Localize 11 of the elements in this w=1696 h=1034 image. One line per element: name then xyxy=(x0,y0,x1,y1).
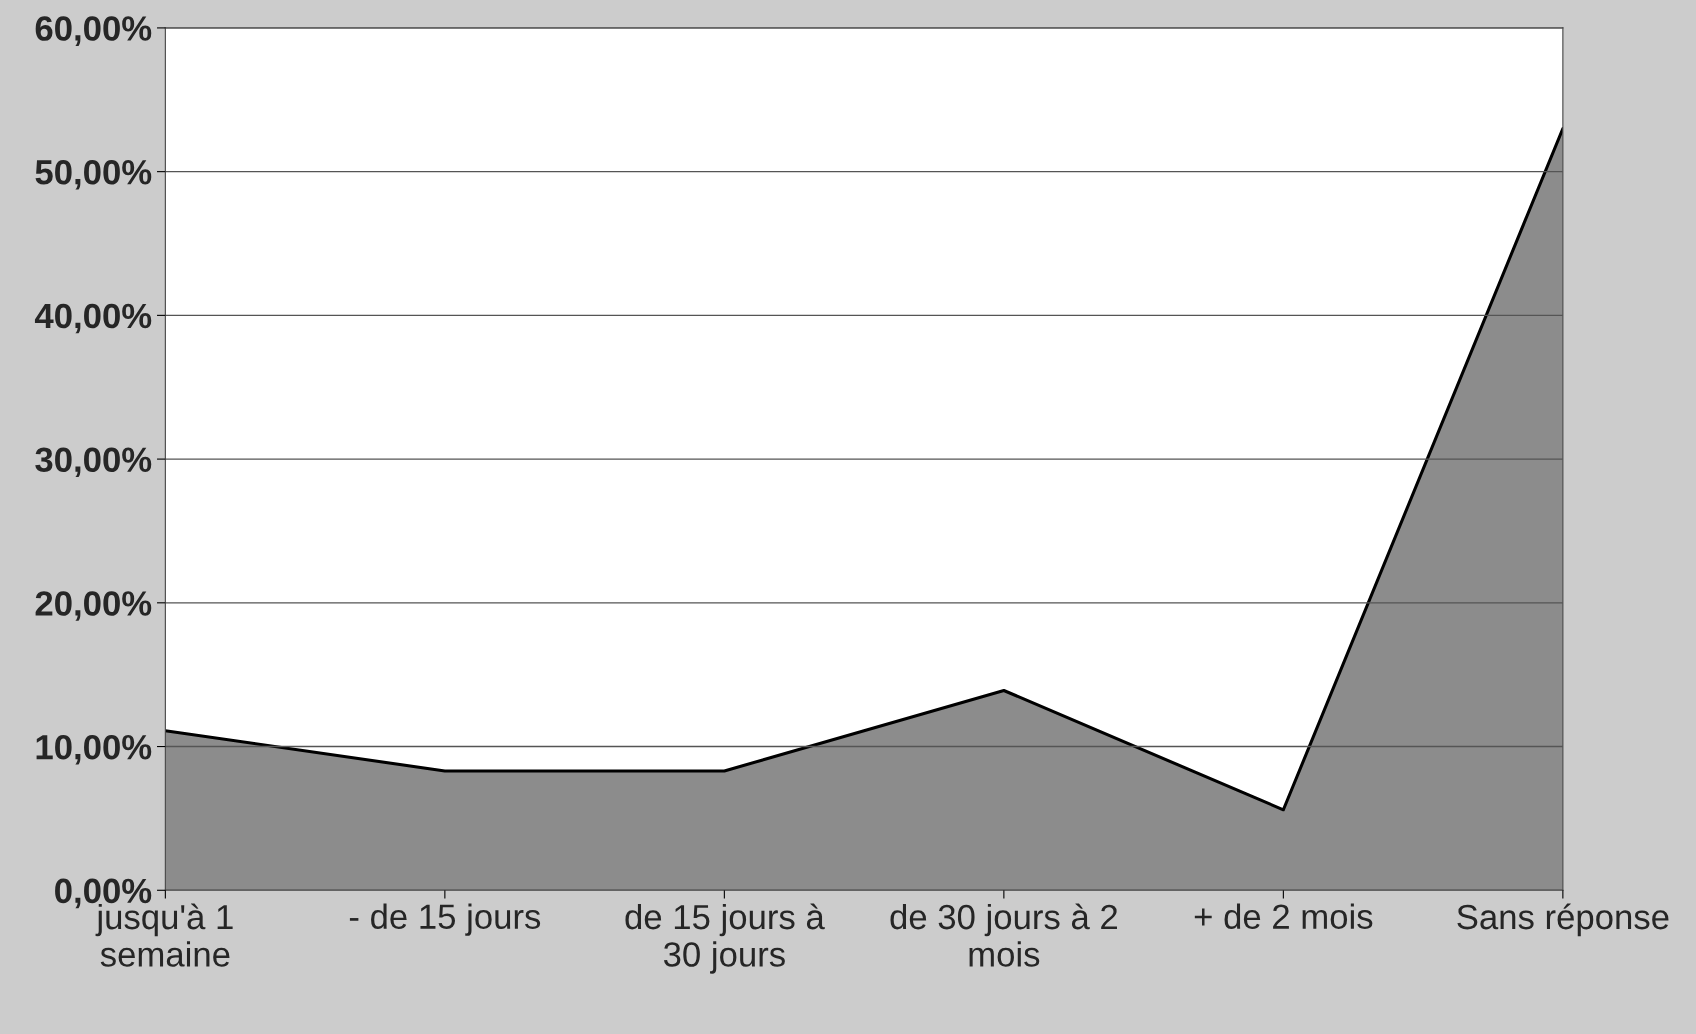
y-tick-label: 50,00% xyxy=(35,159,152,190)
y-tick-label: 10,00% xyxy=(36,734,152,765)
y-tick-label: 60,00% xyxy=(35,16,152,46)
x-tick-label: - de 15 jours xyxy=(349,903,541,936)
x-tick-label: + de 2 mois xyxy=(1194,903,1373,929)
x-tick-label: de 30 jours à 2 mois xyxy=(890,903,1117,967)
x-tick-label: de 15 jours à 30 jours xyxy=(625,903,825,974)
x-tick-label: Sans réponse xyxy=(1457,903,1669,937)
y-tick-label: 40,00% xyxy=(34,303,152,334)
y-tick-label: 30,00% xyxy=(35,447,152,478)
y-tick-label: 20,00% xyxy=(35,591,152,621)
